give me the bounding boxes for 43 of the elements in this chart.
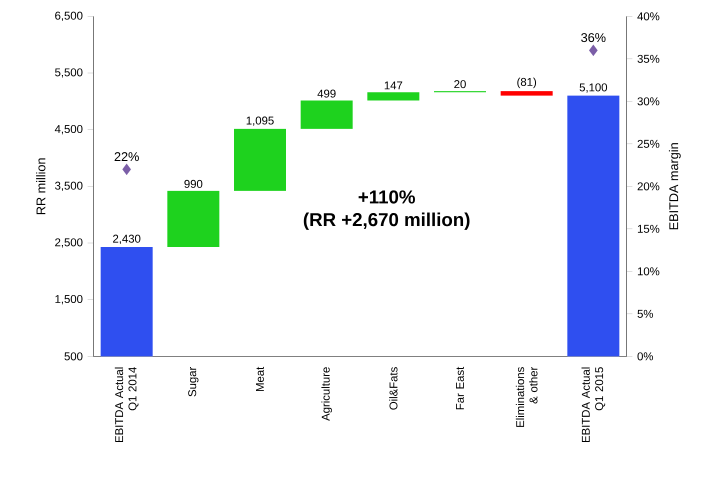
x-tick-label: Sugar [188,366,198,396]
y-tick-label: 4,500 [54,125,82,134]
y2-axis-title: EBITDA margin [668,143,681,230]
x-tick-label: EBITDA Actual Q1 2015 [581,367,606,442]
data-label: 147 [384,81,402,90]
annotation: (RR +2,670 million) [304,212,470,230]
x-tick-label: Eliminations & other [516,366,538,427]
y-axis-title: RR million [36,158,46,214]
y-tick-label: 3,500 [55,182,82,192]
y2-tick-label: 30% [638,97,660,106]
bar [300,100,353,129]
data-label: 20 [454,80,466,88]
y2-tick-label: 10% [638,267,660,276]
data-label: (81) [517,78,536,88]
data-label: 990 [184,180,202,188]
bar [367,92,420,101]
y-tick-label: 1,500 [55,294,82,304]
y2-tick-label: 40% [637,12,660,20]
y2-tick-label: 35% [638,54,660,63]
data-label: 499 [317,90,336,98]
y2-tick-label: 15% [638,224,660,233]
y-tick-label: 6,500 [55,12,82,22]
bar [167,190,220,247]
data-label: 36% [581,33,606,42]
y-tick-label: 2,500 [55,238,82,248]
data-label: 22% [114,152,139,162]
bar [234,128,286,191]
y2-tick-label: 0% [638,352,654,360]
y2-tick-label: 20% [638,182,660,190]
data-label: 2,430 [113,234,140,244]
y2-tick-label: 25% [638,140,660,148]
data-label: 1,095 [246,116,274,126]
y2-tick-label: 5% [638,310,654,318]
x-tick-label: Far East [456,366,464,410]
data-label: 5,100 [580,83,608,93]
x-tick-label: EBITDA Actual Q1 2014 [114,367,139,442]
bar [500,91,553,96]
x-tick-label: Agriculture [321,367,332,421]
x-tick-label: Oil&Fats [389,367,398,410]
y-tick-label: 500 [64,352,82,360]
annotation: +110% [358,190,415,204]
x-tick-label: Meat [256,366,264,392]
y-tick-label: 5,500 [55,68,82,78]
